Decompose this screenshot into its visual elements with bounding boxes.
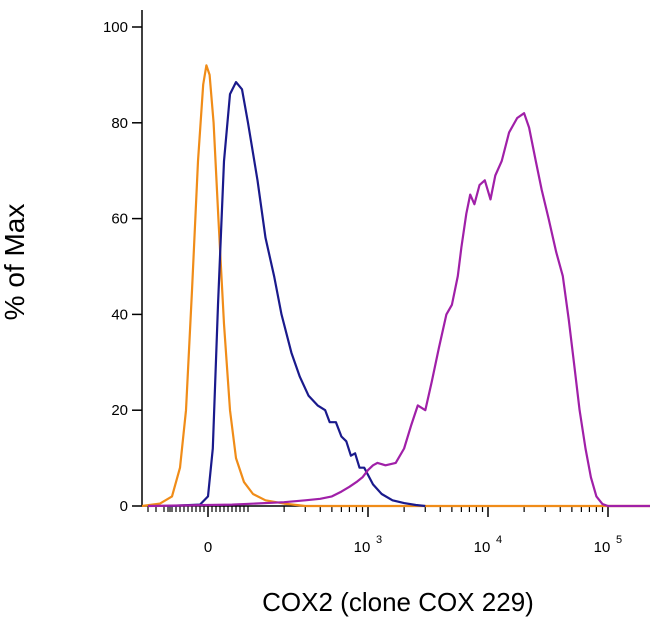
x-axis: 0 10 3 10 4 10 5 <box>147 506 622 556</box>
x-tick-label: 10 <box>354 539 371 556</box>
x-tick-label: 0 <box>204 539 212 556</box>
x-tick-label-exponent: 3 <box>376 534 382 546</box>
x-axis-title: COX2 (clone COX 229) <box>262 587 534 617</box>
y-tick-label: 60 <box>111 211 128 228</box>
y-tick-label: 20 <box>111 402 128 419</box>
histogram-series-2 <box>167 81 426 508</box>
plot-frame <box>141 10 650 507</box>
x-tick-label: 10 <box>474 539 491 556</box>
y-axis: 0 20 40 60 80 100 <box>103 19 142 515</box>
series-layer <box>141 64 650 508</box>
x-tick-label-exponent: 5 <box>616 534 622 546</box>
y-tick-label: 80 <box>111 115 128 132</box>
x-tick-label-exponent: 4 <box>496 534 502 546</box>
histogram-series-3 <box>147 112 650 508</box>
x-tick-label: 10 <box>594 539 611 556</box>
y-tick-label: 100 <box>103 19 128 36</box>
y-tick-label: 0 <box>120 498 128 515</box>
y-axis-title: % of Max <box>0 204 30 321</box>
y-tick-label: 40 <box>111 306 128 323</box>
